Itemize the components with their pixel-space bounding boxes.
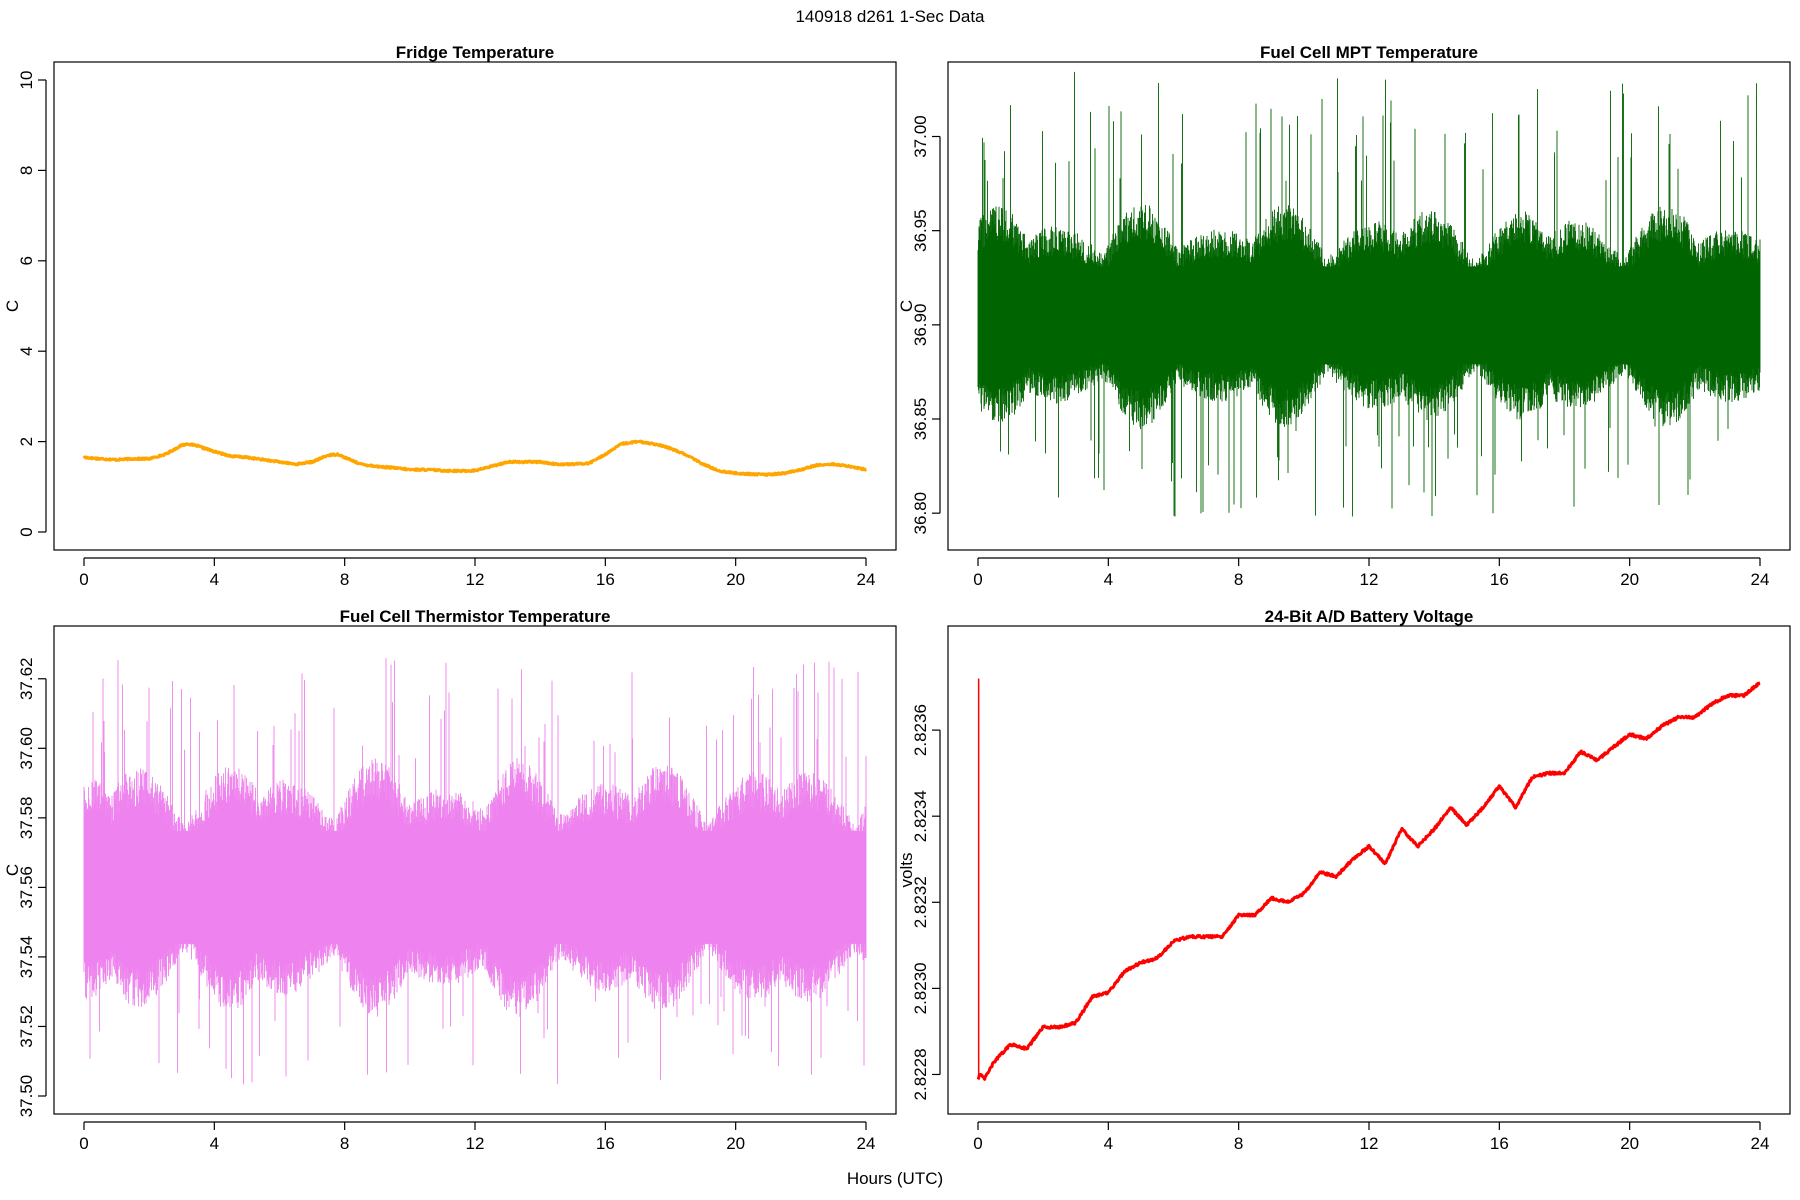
x-tick-label: 24	[857, 570, 876, 589]
plot-frame	[53, 61, 897, 551]
y-tick-label: 37.60	[17, 727, 36, 770]
x-tick-label: 20	[726, 570, 745, 589]
x-tick-label: 0	[973, 570, 982, 589]
y-tick-label: 37.54	[17, 936, 36, 979]
series-core	[978, 266, 1760, 365]
y-tick-label: 8	[17, 166, 36, 175]
x-tick-label: 24	[1751, 570, 1770, 589]
x-tick-label: 8	[340, 570, 349, 589]
y-axis-label: volts	[897, 853, 916, 888]
x-axis: 0 4 8 12 16 20 24	[973, 557, 1770, 589]
series-core	[84, 830, 866, 944]
panel-title: Fridge Temperature	[396, 43, 554, 62]
plot-frame	[53, 625, 897, 1115]
y-tick-label: 10	[17, 71, 36, 90]
x-tick-label: 4	[210, 1134, 219, 1153]
panel-title: Fuel Cell Thermistor Temperature	[340, 607, 611, 626]
y-tick-label: 37.52	[17, 1005, 36, 1048]
y-tick-label: 36.85	[911, 398, 930, 441]
data-series	[977, 71, 1761, 517]
y-tick-label: 2.8234	[911, 790, 930, 842]
y-axis-label: C	[3, 300, 22, 312]
x-tick-label: 24	[857, 1134, 876, 1153]
data-series	[83, 658, 867, 1085]
x-tick-label: 20	[1620, 570, 1639, 589]
chart-panel-2: Fuel Cell MPT Temperature 0 4 8 12 16 20 24 36.8…	[897, 43, 1791, 589]
y-axis-label: C	[3, 864, 22, 876]
x-tick-label: 16	[596, 1134, 615, 1153]
series-line	[82, 439, 868, 477]
y-tick-label: 37.58	[17, 797, 36, 840]
x-tick-label: 0	[79, 570, 88, 589]
x-tick-label: 12	[1360, 570, 1379, 589]
x-tick-label: 4	[210, 570, 219, 589]
y-tick-label: 2.8236	[911, 704, 930, 756]
plot-frame	[947, 625, 1791, 1115]
chart-panel-3: Fuel Cell Thermistor Temperature 0 4 8 12 16 2…	[3, 607, 897, 1153]
panel-title: 24-Bit A/D Battery Voltage	[1265, 607, 1474, 626]
x-tick-label: 4	[1104, 1134, 1113, 1153]
x-tick-label: 8	[1234, 1134, 1243, 1153]
plot-frame	[947, 61, 1791, 551]
x-tick-label: 4	[1104, 570, 1113, 589]
y-tick-label: 36.90	[911, 304, 930, 347]
y-axis: 2.8228 2.8230 2.8232 2.8234 2.8236	[911, 704, 941, 1100]
y-tick-label: 36.80	[911, 492, 930, 535]
data-series	[82, 439, 868, 477]
y-axis: 0 2 4 6 8 10	[17, 71, 47, 537]
y-tick-label: 37.50	[17, 1075, 36, 1118]
y-tick-label: 37.62	[17, 657, 36, 700]
x-tick-label: 8	[340, 1134, 349, 1153]
y-tick-label: 2.8232	[911, 876, 930, 928]
y-axis: 37.50 37.52 37.54 37.56 37.58 37.60 37.62	[17, 657, 47, 1118]
x-tick-label: 0	[973, 1134, 982, 1153]
y-tick-label: 2.8230	[911, 962, 930, 1014]
y-tick-label: 2	[17, 437, 36, 446]
x-tick-label: 16	[1490, 570, 1509, 589]
series-line	[976, 681, 1761, 1081]
y-tick-label: 37.56	[17, 866, 36, 909]
x-tick-label: 8	[1234, 570, 1243, 589]
panel-title: Fuel Cell MPT Temperature	[1260, 43, 1478, 62]
chart-panel-4: 24-Bit A/D Battery Voltage 0 4 8 12 16 20 24 2.8…	[897, 607, 1791, 1153]
x-tick-label: 20	[1620, 1134, 1639, 1153]
x-tick-label: 0	[79, 1134, 88, 1153]
y-tick-label: 4	[17, 346, 36, 355]
figure-x-axis-label: Hours (UTC)	[847, 1169, 943, 1188]
figure-title: 140918 d261 1-Sec Data	[795, 7, 985, 26]
x-axis: 0 4 8 12 16 20 24	[79, 1121, 876, 1153]
y-axis-label: C	[897, 300, 916, 312]
x-tick-label: 16	[1490, 1134, 1509, 1153]
x-tick-label: 16	[596, 570, 615, 589]
x-tick-label: 12	[466, 1134, 485, 1153]
x-tick-label: 12	[1360, 1134, 1379, 1153]
y-tick-label: 0	[17, 527, 36, 536]
x-tick-label: 12	[466, 570, 485, 589]
y-tick-label: 37.00	[911, 115, 930, 158]
x-tick-label: 24	[1751, 1134, 1770, 1153]
y-axis: 36.80 36.85 36.90 36.95 37.00	[911, 115, 941, 535]
x-axis: 0 4 8 12 16 20 24	[973, 1121, 1770, 1153]
y-tick-label: 6	[17, 256, 36, 265]
x-tick-label: 20	[726, 1134, 745, 1153]
y-tick-label: 2.8228	[911, 1048, 930, 1100]
y-tick-label: 36.95	[911, 209, 930, 252]
data-series	[976, 678, 1761, 1081]
x-axis: 0 4 8 12 16 20 24	[79, 557, 876, 589]
